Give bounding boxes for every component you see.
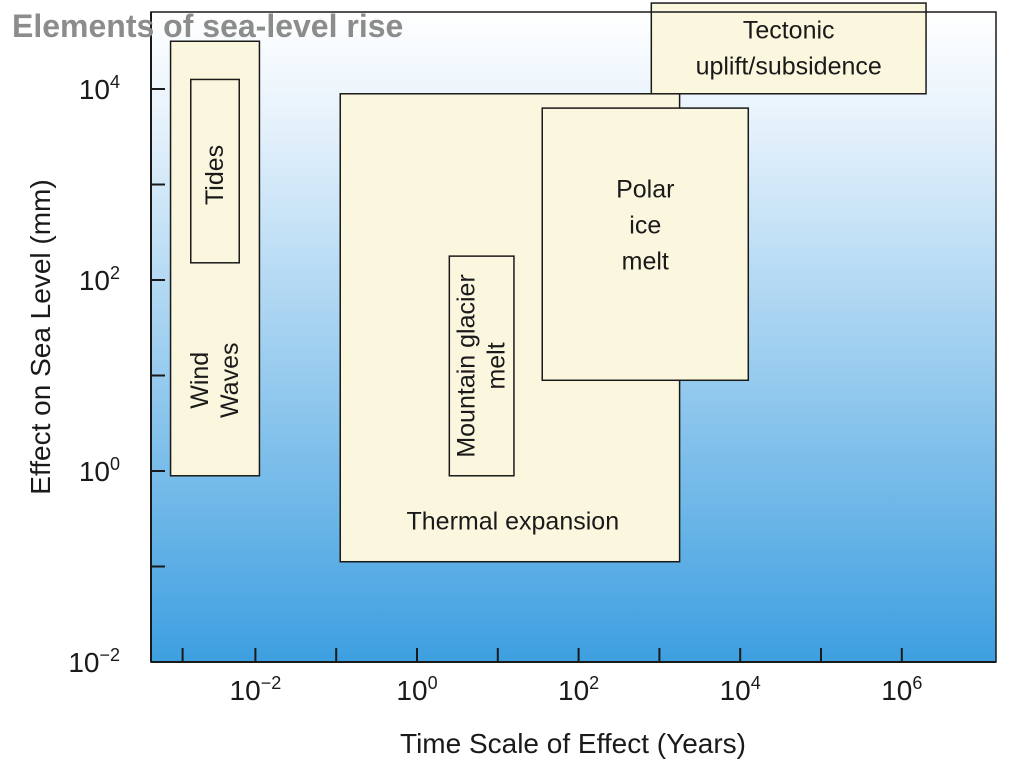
- tectonic-uplift-subsidence-label-line-0: Tectonic: [743, 16, 835, 44]
- x-tick-label-exp: 0: [428, 673, 438, 693]
- x-tick-label-base: 10: [720, 675, 751, 706]
- y-tick-label-exp: 0: [110, 454, 120, 474]
- x-tick-label: 100: [396, 673, 437, 706]
- x-tick-label-exp: −2: [261, 673, 282, 693]
- tides-label-line-0: Tides: [201, 145, 229, 205]
- y-axis-label: Effect on Sea Level (mm): [25, 179, 56, 494]
- mountain-glacier-melt-label-line-1: melt: [483, 342, 511, 389]
- x-tick-label-exp: 6: [912, 673, 922, 693]
- x-tick-label: 106: [881, 673, 922, 706]
- element-boxes: Wind Waves Tides Thermal expansion Mountain …: [169, 2, 927, 563]
- mountain-glacier-melt-box: [448, 255, 515, 477]
- polar-ice-melt-label-line-2: melt: [622, 248, 669, 276]
- polar-ice-melt-box: [541, 107, 750, 382]
- y-tick-label: 100: [79, 454, 120, 487]
- x-tick-label-base: 10: [230, 675, 261, 706]
- x-tick-label-exp: 2: [589, 673, 599, 693]
- mountain-glacier-melt-label-line-0: Mountain glacier: [453, 274, 481, 457]
- y-tick-label-base: 10: [68, 647, 99, 678]
- y-tick-label: 102: [79, 263, 120, 296]
- wind-waves-label-line-0: Wind: [186, 352, 214, 409]
- polar-ice-melt-element: Polar ice melt: [541, 107, 750, 382]
- wind-waves-label-line-1: Waves: [216, 343, 244, 418]
- x-tick-label-base: 10: [396, 675, 427, 706]
- polar-ice-melt-label-line-1: ice: [629, 212, 661, 240]
- x-axis-label: Time Scale of Effect (Years): [400, 728, 746, 759]
- mountain-glacier-melt-element: Mountain glacier melt: [448, 255, 515, 477]
- tides-box: [190, 78, 240, 264]
- x-axis-ticks: 10−2 100 102 104 106: [181, 648, 922, 706]
- x-tick-label-exp: 4: [751, 673, 761, 693]
- tectonic-uplift-subsidence-box: [650, 2, 927, 95]
- tides-element: Tides: [190, 78, 240, 264]
- y-tick-label: 104: [79, 72, 120, 105]
- plot-frame: [150, 11, 997, 663]
- x-tick-label-base: 10: [558, 675, 589, 706]
- x-tick-label-base: 10: [881, 675, 912, 706]
- y-tick-label-base: 10: [79, 456, 110, 487]
- y-tick-label-exp: −2: [99, 645, 120, 665]
- y-tick-label-exp: 4: [110, 72, 120, 92]
- thermal-expansion-label-line-0: Thermal expansion: [406, 508, 619, 536]
- y-tick-label: 10−2: [68, 645, 120, 678]
- slide-title: Elements of sea-level rise: [12, 8, 404, 44]
- y-tick-label-exp: 2: [110, 263, 120, 283]
- polar-ice-melt-label-line-0: Polar: [616, 176, 674, 204]
- tectonic-uplift-subsidence-label-line-1: uplift/subsidence: [696, 52, 882, 80]
- y-tick-label-base: 10: [79, 265, 110, 296]
- x-tick-label: 10−2: [230, 673, 282, 706]
- x-tick-label: 104: [720, 673, 761, 706]
- y-tick-label-base: 10: [79, 74, 110, 105]
- x-tick-label: 102: [558, 673, 599, 706]
- tectonic-uplift-subsidence-element: Tectonic uplift/subsidence: [650, 2, 927, 95]
